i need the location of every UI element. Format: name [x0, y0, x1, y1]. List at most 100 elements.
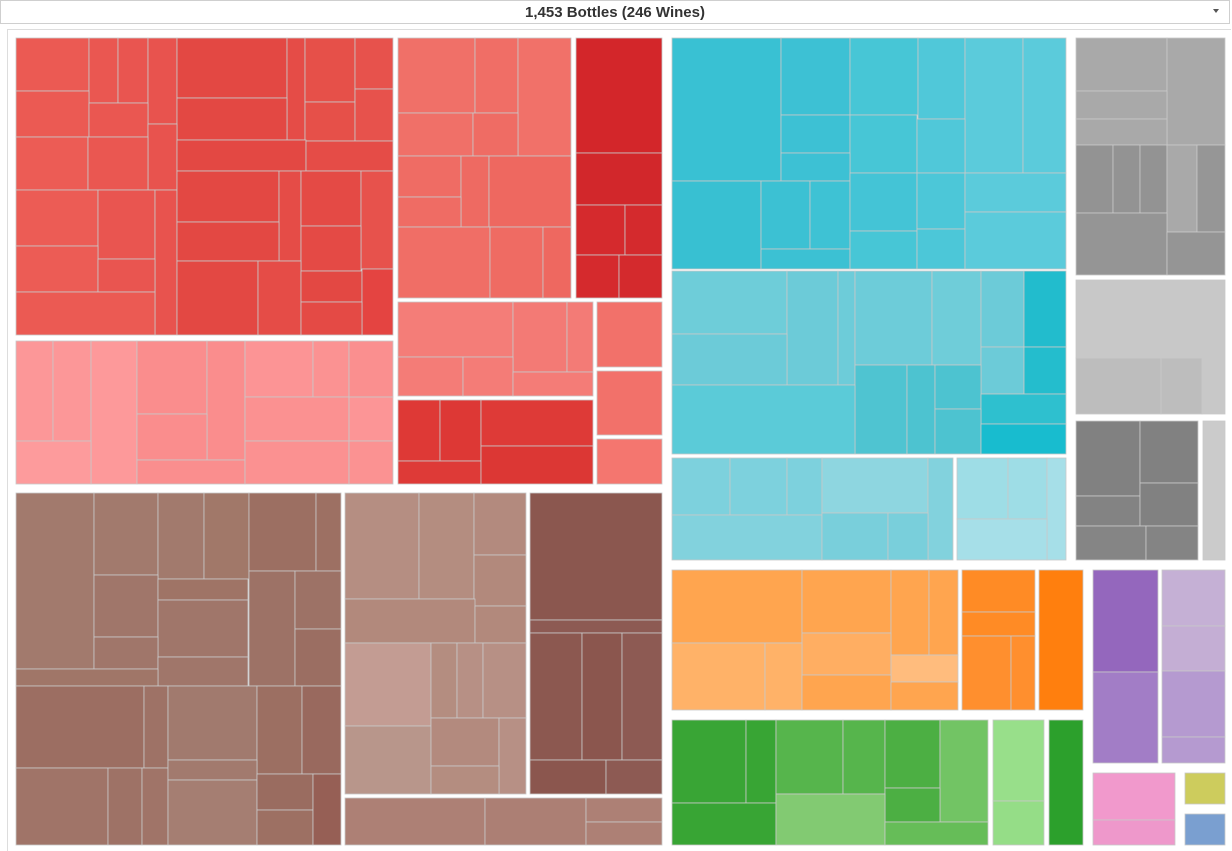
- treemap-cell[interactable]: [301, 685, 342, 775]
- treemap-cell[interactable]: [15, 136, 89, 191]
- treemap-cell[interactable]: [671, 642, 766, 711]
- treemap-cell[interactable]: [305, 140, 394, 172]
- treemap-cell[interactable]: [916, 172, 966, 230]
- treemap-cell[interactable]: [418, 492, 475, 600]
- treemap-cell[interactable]: [482, 642, 527, 719]
- treemap-cell[interactable]: [1023, 270, 1067, 348]
- treemap-cell[interactable]: [1166, 37, 1226, 146]
- treemap-cell[interactable]: [294, 570, 342, 630]
- treemap-cell[interactable]: [348, 396, 394, 442]
- treemap-cell[interactable]: [1201, 279, 1226, 415]
- treemap-cell[interactable]: [430, 642, 458, 719]
- treemap-cell[interactable]: [15, 245, 99, 293]
- treemap-cell[interactable]: [1075, 144, 1114, 214]
- treemap-cell[interactable]: [671, 37, 782, 182]
- treemap-cell[interactable]: [849, 37, 919, 116]
- treemap-cell[interactable]: [176, 170, 280, 223]
- treemap-cell[interactable]: [566, 301, 594, 373]
- treemap-cell[interactable]: [154, 189, 178, 336]
- treemap-cell[interactable]: [397, 226, 491, 299]
- treemap-cell[interactable]: [488, 155, 572, 228]
- treemap-cell[interactable]: [575, 152, 663, 206]
- treemap-cell[interactable]: [961, 569, 1036, 613]
- treemap-cell[interactable]: [176, 221, 280, 262]
- treemap-cell[interactable]: [1092, 819, 1176, 846]
- treemap-cell[interactable]: [585, 821, 663, 846]
- treemap-cell[interactable]: [1161, 569, 1226, 627]
- treemap-cell[interactable]: [786, 270, 839, 386]
- treemap-cell[interactable]: [256, 773, 314, 811]
- treemap-cell[interactable]: [312, 773, 342, 846]
- treemap-cell[interactable]: [884, 821, 989, 846]
- treemap-cell[interactable]: [300, 270, 363, 303]
- treemap-cell[interactable]: [354, 37, 394, 90]
- treemap-cell[interactable]: [304, 101, 356, 142]
- treemap-cell[interactable]: [980, 346, 1025, 395]
- treemap-cell[interactable]: [300, 301, 363, 336]
- treemap-cell[interactable]: [1184, 813, 1226, 846]
- treemap-cell[interactable]: [360, 170, 394, 270]
- treemap-cell[interactable]: [801, 674, 892, 711]
- treemap-cell[interactable]: [397, 196, 462, 228]
- treemap-cell[interactable]: [304, 37, 356, 103]
- treemap-cell[interactable]: [854, 270, 933, 366]
- treemap-cell[interactable]: [176, 260, 259, 336]
- treemap-cell[interactable]: [1145, 525, 1199, 561]
- treemap-cell[interactable]: [294, 628, 342, 687]
- treemap-cell[interactable]: [1202, 420, 1226, 561]
- treemap-cell[interactable]: [257, 260, 302, 336]
- treemap-cell[interactable]: [489, 226, 544, 299]
- treemap-cell[interactable]: [671, 457, 731, 516]
- treemap-cell[interactable]: [837, 270, 856, 386]
- treemap-cell[interactable]: [849, 172, 918, 232]
- treemap-cell[interactable]: [167, 759, 258, 781]
- treemap-cell[interactable]: [300, 225, 362, 272]
- treemap-cell[interactable]: [585, 797, 663, 823]
- treemap-cell[interactable]: [1161, 736, 1226, 764]
- treemap-cell[interactable]: [775, 719, 844, 795]
- treemap-cell[interactable]: [760, 180, 811, 250]
- treemap-cell[interactable]: [244, 396, 350, 442]
- treemap-cell[interactable]: [621, 632, 663, 761]
- treemap-cell[interactable]: [1092, 772, 1176, 821]
- treemap-cell[interactable]: [456, 642, 484, 719]
- treemap-cell[interactable]: [1075, 37, 1168, 92]
- treemap-cell[interactable]: [1046, 457, 1067, 561]
- treemap-cell[interactable]: [624, 204, 663, 256]
- treemap-cell[interactable]: [256, 685, 303, 775]
- treemap-cell[interactable]: [344, 797, 486, 846]
- treemap-cell[interactable]: [1092, 569, 1159, 673]
- treemap-cell[interactable]: [1163, 279, 1203, 359]
- treemap-cell[interactable]: [52, 340, 92, 442]
- treemap-cell[interactable]: [575, 254, 620, 299]
- treemap-cell[interactable]: [596, 301, 663, 368]
- treemap-cell[interactable]: [460, 155, 490, 228]
- treemap-cell[interactable]: [1038, 569, 1084, 711]
- treemap-cell[interactable]: [344, 492, 420, 600]
- treemap-cell[interactable]: [157, 492, 205, 580]
- treemap-cell[interactable]: [529, 492, 663, 621]
- treemap-cell[interactable]: [786, 457, 823, 516]
- treemap-cell[interactable]: [480, 399, 594, 447]
- treemap-cell[interactable]: [474, 37, 519, 114]
- treemap-cell[interactable]: [348, 340, 394, 398]
- treemap-cell[interactable]: [618, 254, 663, 299]
- treemap-cell[interactable]: [430, 765, 500, 795]
- treemap-cell[interactable]: [167, 685, 258, 761]
- treemap-cell[interactable]: [1022, 37, 1067, 174]
- treemap-cell[interactable]: [15, 685, 145, 769]
- treemap-cell[interactable]: [397, 460, 482, 485]
- treemap-cell[interactable]: [849, 230, 918, 270]
- treemap-cell[interactable]: [671, 569, 803, 644]
- treemap-cell[interactable]: [934, 408, 982, 455]
- treemap-cell[interactable]: [397, 301, 514, 358]
- treemap-cell[interactable]: [1007, 457, 1048, 520]
- treemap-cell[interactable]: [809, 180, 851, 250]
- treemap-cell[interactable]: [1010, 635, 1036, 711]
- treemap-cell[interactable]: [542, 226, 572, 299]
- treemap-cell[interactable]: [671, 802, 777, 846]
- treemap-cell[interactable]: [97, 258, 156, 293]
- treemap-cell[interactable]: [780, 152, 851, 182]
- treemap-cell[interactable]: [15, 291, 156, 336]
- treemap-cell[interactable]: [354, 88, 394, 142]
